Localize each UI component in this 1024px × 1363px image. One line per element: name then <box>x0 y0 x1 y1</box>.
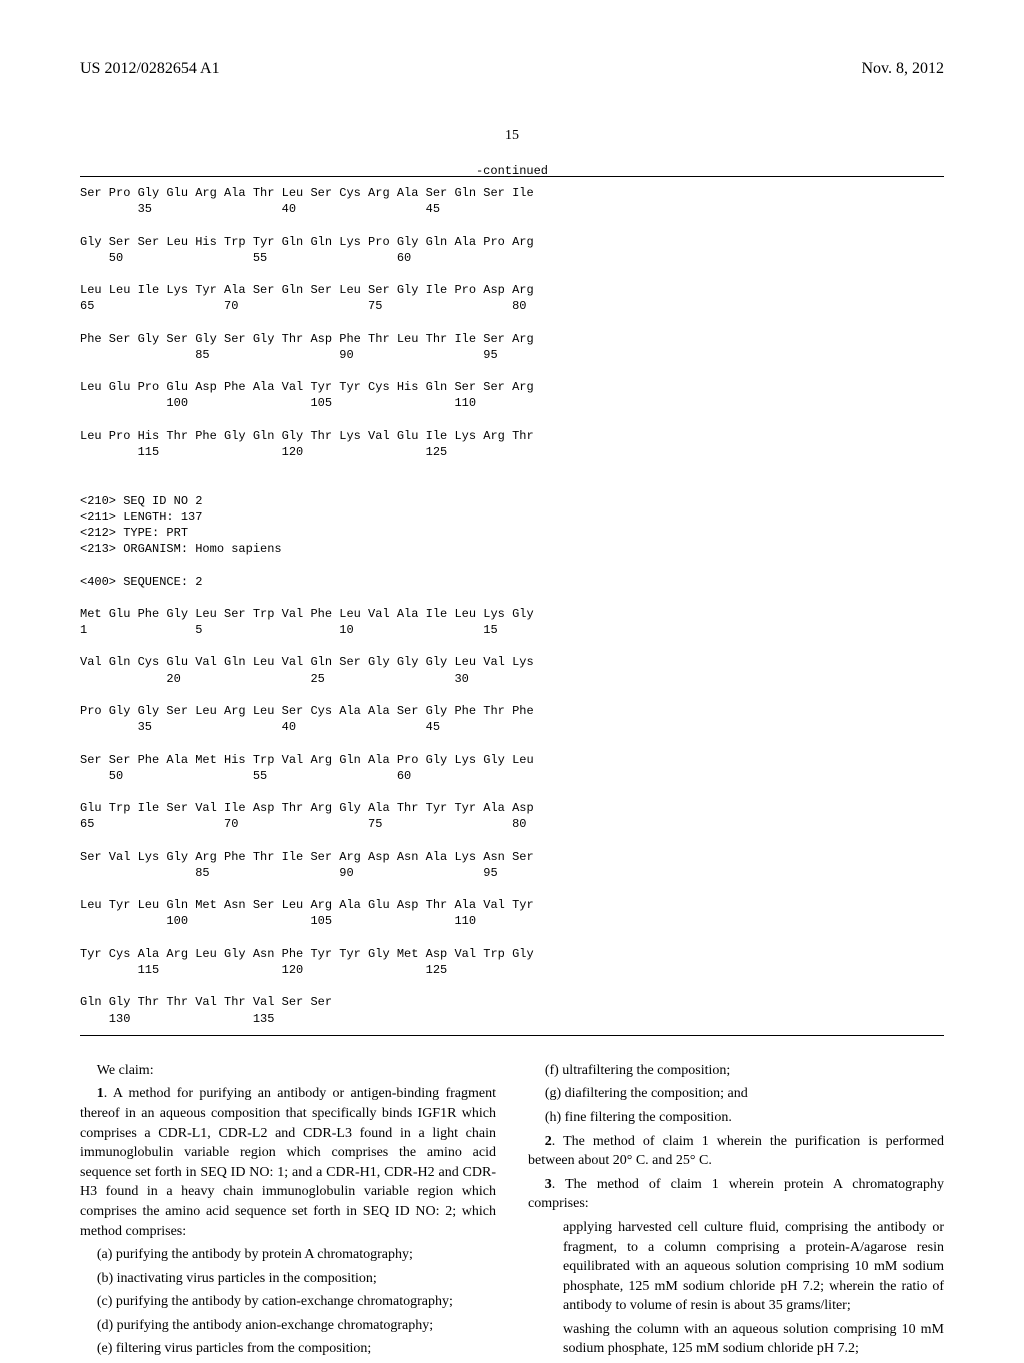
claim-1c: (c) purifying the antibody by cation-exc… <box>80 1292 496 1312</box>
we-claim: We claim: <box>80 1061 496 1081</box>
claim-2: 2. The method of claim 1 wherein the pur… <box>528 1132 944 1171</box>
claim-1f: (f) ultrafiltering the composition; <box>528 1061 944 1081</box>
claim-1-num: 1 <box>97 1086 104 1101</box>
page-header: US 2012/0282654 A1 Nov. 8, 2012 <box>80 60 944 78</box>
publication-date: Nov. 8, 2012 <box>861 60 944 78</box>
sequence-listing: Ser Pro Gly Glu Arg Ala Thr Leu Ser Cys … <box>80 176 944 1036</box>
claim-1-body: . A method for purifying an antibody or … <box>80 1086 496 1238</box>
claim-1: 1. A method for purifying an antibody or… <box>80 1084 496 1241</box>
publication-number: US 2012/0282654 A1 <box>80 60 220 78</box>
claim-1d: (d) purifying the antibody anion-exchang… <box>80 1316 496 1336</box>
claim-1b: (b) inactivating virus particles in the … <box>80 1269 496 1289</box>
page-number: 15 <box>80 128 944 144</box>
claim-1e: (e) filtering virus particles from the c… <box>80 1339 496 1359</box>
claim-1g: (g) diafiltering the composition; and <box>528 1084 944 1104</box>
claim-1a: (a) purifying the antibody by protein A … <box>80 1245 496 1265</box>
claim-3-num: 3 <box>545 1177 552 1192</box>
claim-3-body: . The method of claim 1 wherein protein … <box>528 1177 944 1212</box>
patent-page: US 2012/0282654 A1 Nov. 8, 2012 15 -cont… <box>0 0 1024 1320</box>
claim-3: 3. The method of claim 1 wherein protein… <box>528 1175 944 1214</box>
claim-1h: (h) fine filtering the composition. <box>528 1108 944 1128</box>
claim-2-num: 2 <box>545 1134 552 1149</box>
claim-2-body: . The method of claim 1 wherein the puri… <box>528 1134 944 1169</box>
claim-3a: applying harvested cell culture fluid, c… <box>528 1218 944 1316</box>
claim-3b: washing the column with an aqueous solut… <box>528 1320 944 1359</box>
claims-section: We claim: 1. A method for purifying an a… <box>80 1061 944 1363</box>
